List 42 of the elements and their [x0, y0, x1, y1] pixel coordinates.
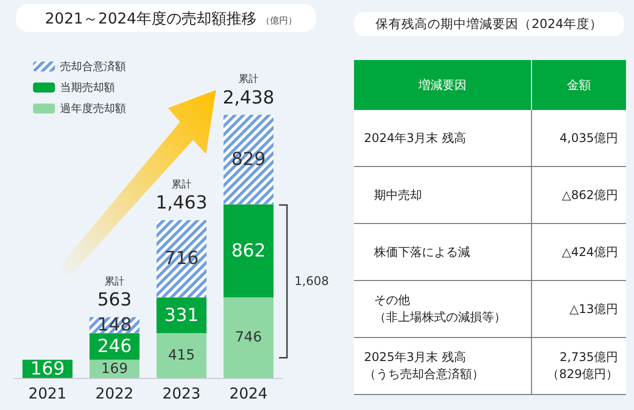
data-label: 862: [231, 240, 266, 262]
annotation: 累計: [172, 178, 192, 190]
data-label: 415: [168, 348, 195, 364]
category-label: 2025年3月末 残高（うち売却合意済額）: [354, 338, 532, 394]
category-label: 期中売却: [354, 166, 532, 224]
data-label: 829: [231, 149, 266, 170]
legend-label: 過年度売却額: [60, 102, 126, 115]
x-tick-label: 2021: [28, 384, 67, 402]
bar: [156, 333, 206, 378]
data-label: 716: [164, 248, 199, 270]
legend-label: 当期売却額: [60, 81, 115, 94]
category-label: その他（非上場株式の減損等）: [354, 280, 532, 338]
data-label: 169: [101, 360, 128, 377]
total-label: 2,438: [222, 87, 274, 108]
total-label: 1,463: [156, 192, 208, 214]
legend-label: 売却合意済額: [60, 60, 126, 73]
bar: [156, 297, 206, 334]
text: 2,735億円（829億円）: [547, 350, 618, 381]
bar: [224, 297, 274, 378]
bar: [224, 204, 274, 298]
text: △862億円: [562, 188, 618, 202]
x-tick-label: 2024: [229, 384, 268, 402]
text: 4,035億円: [560, 130, 618, 144]
chart-subtitle: （億円）: [261, 16, 297, 26]
text: 1,608: [294, 274, 329, 288]
data-label: 169: [30, 358, 65, 380]
data-label: 148: [97, 314, 132, 336]
data-label: 746: [235, 330, 262, 346]
data-label: 246: [97, 336, 132, 357]
data-label: 331: [164, 304, 199, 326]
total-label: 563: [97, 290, 132, 311]
text: 金額: [532, 60, 626, 110]
category-label: 株価下落による減: [354, 224, 532, 280]
text: 増減要因: [354, 60, 532, 110]
annotation: 累計: [238, 73, 258, 86]
text: △13億円: [570, 302, 618, 316]
annotation: 累計: [104, 276, 124, 288]
text: △424億円: [562, 244, 618, 258]
chart-title: 2021～2024年度の売却額推移: [45, 10, 256, 28]
category-label: 2024年3月末 残高: [354, 110, 532, 166]
x-tick-label: 2023: [162, 384, 201, 402]
x-tick-label: 2022: [95, 384, 134, 402]
